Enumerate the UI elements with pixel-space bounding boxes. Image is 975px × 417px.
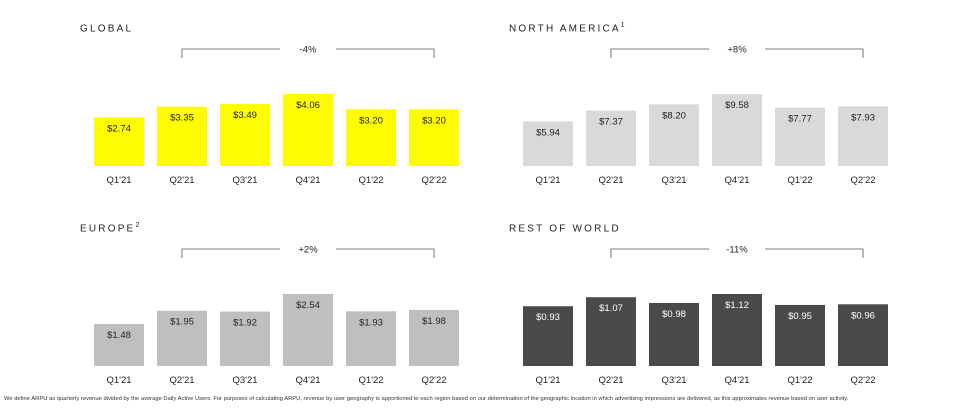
bar	[346, 311, 396, 366]
data-label: $5.94	[536, 127, 560, 138]
x-tick-label: Q3'21	[661, 375, 686, 386]
data-label: $0.98	[662, 309, 686, 320]
bar	[94, 117, 144, 166]
chart-svg-rest-of-world: $0.93 Q1'21 $1.07 Q2'21 $0.98 Q3'21 $1.12 Q4'21…	[523, 245, 888, 386]
x-tick-label: Q1'21	[535, 175, 560, 186]
data-label: $3.35	[170, 113, 194, 124]
bar	[586, 297, 636, 366]
chart-title: NORTH AMERICA1	[509, 22, 625, 35]
data-label: $1.12	[725, 300, 749, 311]
change-label: +2%	[298, 245, 318, 256]
bar	[838, 106, 888, 166]
chart-global: GLOBAL $2.74 Q1'21 $3.35 Q2'21 $3.49 Q3'21 $4.…	[80, 22, 500, 202]
data-label: $2.74	[107, 123, 131, 134]
x-tick-label: Q4'21	[295, 175, 320, 186]
bar	[838, 304, 888, 366]
bar	[586, 110, 636, 166]
bar	[649, 104, 699, 166]
bar	[94, 324, 144, 366]
change-bracket-left	[610, 48, 709, 58]
change-label: -4%	[300, 45, 317, 56]
bar	[283, 94, 333, 166]
footnote: We define ARPU as quarterly revenue divi…	[4, 396, 849, 402]
bar	[157, 106, 207, 166]
x-tick-label: Q2'21	[169, 375, 194, 386]
data-label: $1.95	[170, 317, 194, 328]
bar	[523, 121, 573, 166]
data-label: $1.92	[233, 318, 257, 329]
data-label: $0.96	[851, 310, 875, 321]
x-tick-label: Q1'22	[787, 175, 812, 186]
x-tick-label: Q4'21	[295, 375, 320, 386]
x-tick-label: Q3'21	[232, 375, 257, 386]
data-label: $7.77	[788, 114, 812, 125]
change-bracket-right	[765, 248, 864, 258]
bar	[220, 311, 270, 366]
bar	[523, 306, 573, 366]
data-label: $7.37	[599, 117, 623, 128]
bar	[712, 294, 762, 366]
data-label: $3.49	[233, 110, 257, 121]
change-bracket-left	[181, 48, 280, 58]
chart-europe: EUROPE2 $1.48 Q1'21 $1.95 Q2'21 $1.92 Q3'21 $2…	[80, 222, 500, 402]
data-label: $1.98	[422, 316, 446, 327]
chart-svg-europe: $1.48 Q1'21 $1.95 Q2'21 $1.92 Q3'21 $2.54 Q4'21…	[94, 245, 459, 386]
x-tick-label: Q2'22	[421, 175, 446, 186]
bar	[649, 303, 699, 366]
x-tick-label: Q1'22	[787, 375, 812, 386]
change-label: +8%	[727, 45, 747, 56]
bar	[409, 109, 459, 166]
change-bracket-right	[336, 48, 435, 58]
chart-north-america: NORTH AMERICA1 $5.94 Q1'21 $7.37 Q2'21 $8.20…	[509, 22, 929, 202]
data-label: $3.20	[422, 115, 446, 126]
chart-title: EUROPE2	[80, 222, 140, 235]
data-label: $0.93	[536, 312, 560, 323]
bar	[775, 304, 825, 366]
x-tick-label: Q2'21	[598, 375, 623, 386]
data-label: $9.58	[725, 100, 749, 111]
bar	[283, 294, 333, 366]
change-bracket-right	[765, 48, 864, 58]
x-tick-label: Q2'21	[169, 175, 194, 186]
chart-svg-north-america: $5.94 Q1'21 $7.37 Q2'21 $8.20 Q3'21 $9.58 Q4'21…	[523, 45, 888, 186]
change-label: -11%	[726, 245, 748, 256]
data-label: $1.07	[599, 303, 623, 314]
x-tick-label: Q1'21	[535, 375, 560, 386]
data-label: $8.20	[662, 110, 686, 121]
data-label: $7.93	[851, 112, 875, 123]
data-label: $3.20	[359, 115, 383, 126]
data-label: $0.95	[788, 311, 812, 322]
chart-svg-global: $2.74 Q1'21 $3.35 Q2'21 $3.49 Q3'21 $4.06 Q4'21…	[94, 45, 459, 186]
data-label: $1.48	[107, 330, 131, 341]
bar	[220, 104, 270, 166]
change-bracket-left	[181, 248, 280, 258]
x-tick-label: Q3'21	[661, 175, 686, 186]
bar	[409, 309, 459, 366]
chart-rest-of-world: REST OF WORLD $0.93 Q1'21 $1.07 Q2'21 $0.98 Q…	[509, 222, 929, 402]
x-tick-label: Q2'22	[850, 175, 875, 186]
x-tick-label: Q2'21	[598, 175, 623, 186]
x-tick-label: Q1'22	[358, 175, 383, 186]
data-label: $1.93	[359, 317, 383, 328]
x-tick-label: Q2'22	[421, 375, 446, 386]
x-tick-label: Q1'22	[358, 375, 383, 386]
x-tick-label: Q2'22	[850, 375, 875, 386]
data-label: $2.54	[296, 300, 320, 311]
bar	[157, 310, 207, 366]
x-tick-label: Q1'21	[106, 175, 131, 186]
data-label: $4.06	[296, 100, 320, 111]
chart-title: REST OF WORLD	[509, 223, 621, 235]
x-tick-label: Q4'21	[724, 375, 749, 386]
change-bracket-left	[610, 248, 709, 258]
bar	[712, 94, 762, 166]
x-tick-label: Q3'21	[232, 175, 257, 186]
bar	[346, 109, 396, 166]
x-tick-label: Q4'21	[724, 175, 749, 186]
x-tick-label: Q1'21	[106, 375, 131, 386]
bar	[775, 107, 825, 166]
change-bracket-right	[336, 248, 435, 258]
chart-title: GLOBAL	[80, 23, 134, 35]
